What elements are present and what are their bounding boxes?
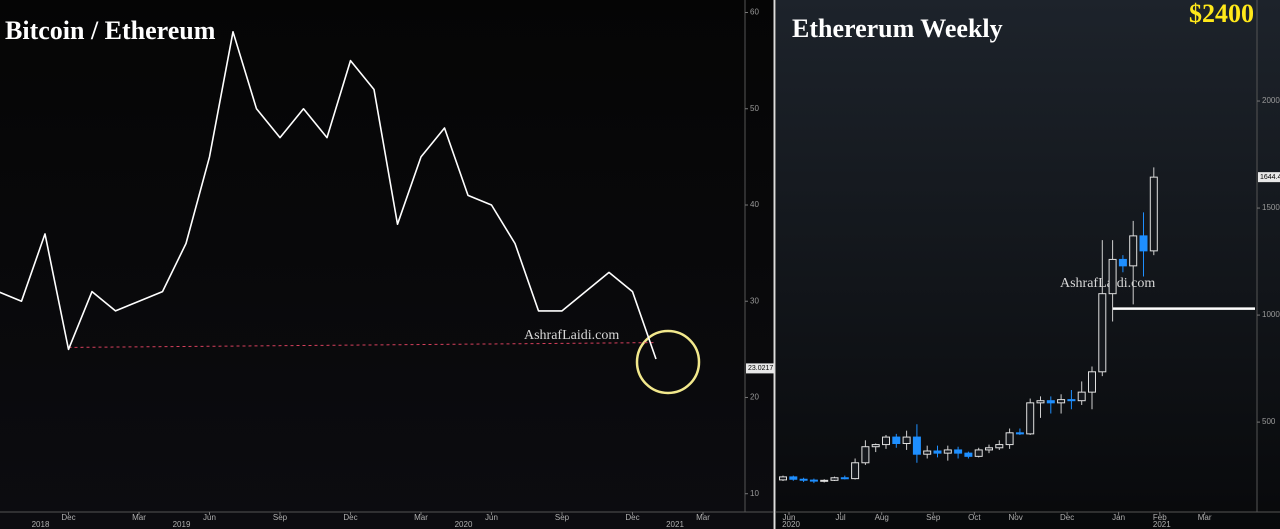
headline: $2400	[1189, 0, 1254, 28]
left-panel	[0, 0, 773, 529]
right-title: Ethererum Weekly	[792, 14, 1003, 43]
x-tick-label: Nov	[1008, 513, 1022, 522]
candle-body	[809, 479, 818, 482]
last-price-tag	[1258, 172, 1280, 183]
candle-body	[851, 462, 860, 480]
x-tick-label: Sep	[273, 513, 288, 522]
candle-body	[892, 436, 901, 445]
candle-body	[1005, 432, 1014, 446]
ratio-line	[0, 31, 657, 360]
x-tick-label: Dec	[1060, 513, 1074, 522]
candle-body	[1118, 258, 1127, 267]
x-tick-label: Mar	[132, 513, 146, 522]
candle-body	[1057, 399, 1066, 404]
candle-body	[954, 449, 963, 454]
candle-body	[964, 452, 973, 457]
candle-body	[861, 446, 870, 464]
y-tick-label: 20	[750, 393, 759, 402]
candle-body	[830, 477, 839, 481]
candle-body	[820, 479, 829, 482]
candle-body	[912, 436, 921, 455]
reference-line	[68, 342, 657, 348]
year-label: 2020	[455, 520, 473, 529]
last-price-label: 23.0217	[748, 365, 773, 372]
candle-body	[789, 476, 798, 480]
candle-body	[1026, 402, 1035, 435]
y-tick-label: 50	[750, 104, 759, 113]
candle-body	[1108, 258, 1117, 295]
x-tick-label: Jun	[203, 513, 216, 522]
x-tick-label: Dec	[61, 513, 75, 522]
candle-body	[1067, 399, 1076, 402]
candle-body	[1046, 400, 1055, 404]
candle-body	[1129, 235, 1138, 267]
candle-body	[923, 450, 932, 455]
x-tick-label: Jun	[485, 513, 498, 522]
candle-body	[840, 477, 849, 480]
right-watermark: AshrafLaidi.com	[1060, 276, 1155, 291]
candle-body	[1098, 293, 1107, 373]
candle-body	[995, 444, 1004, 449]
x-tick-label: Sep	[555, 513, 570, 522]
candle-body	[882, 436, 890, 446]
y-tick-label: 1000	[1262, 310, 1280, 319]
right-panel	[776, 0, 1280, 529]
candle-body	[1015, 432, 1024, 435]
year-label: 2021	[666, 520, 684, 529]
x-tick-label: Dec	[343, 513, 357, 522]
candle-body	[779, 476, 787, 481]
year-label: 2019	[173, 520, 191, 529]
candle-body	[1036, 400, 1045, 404]
candle-body	[871, 444, 880, 448]
highlight-circle	[635, 329, 701, 395]
last-price-tag	[746, 363, 774, 374]
x-tick-label: Sep	[926, 513, 941, 522]
y-tick-label: 40	[750, 200, 759, 209]
y-tick-label: 10	[750, 489, 759, 498]
candle-body	[1088, 371, 1096, 393]
candle-body	[943, 449, 952, 454]
x-tick-label: Jan	[1112, 513, 1125, 522]
candle-body	[974, 449, 983, 457]
x-tick-label: Oct	[968, 513, 981, 522]
y-tick-label: 500	[1262, 417, 1276, 426]
candle-body	[933, 450, 942, 454]
x-tick-label: Mar	[696, 513, 710, 522]
y-tick-label: 60	[750, 8, 759, 17]
candle-body	[799, 478, 808, 481]
y-tick-label: 2000	[1262, 96, 1280, 105]
x-tick-label: Aug	[875, 513, 889, 522]
y-tick-label: 30	[750, 296, 759, 305]
x-tick-label: Mar	[1198, 513, 1212, 522]
x-tick-label: Mar	[414, 513, 428, 522]
left-watermark: AshrafLaidi.com	[524, 328, 619, 343]
last-price-label: 1644.4	[1260, 174, 1280, 181]
candle-body	[902, 436, 911, 445]
candle-body	[1139, 235, 1148, 252]
left-title: Bitcoin / Ethereum	[5, 16, 216, 45]
x-tick-label: Dec	[625, 513, 639, 522]
y-tick-label: 1500	[1262, 203, 1280, 212]
x-tick-label: Feb	[1153, 513, 1167, 522]
year-label: 2021	[1153, 520, 1171, 529]
candle-body	[985, 447, 993, 451]
year-label: 2020	[782, 520, 800, 529]
year-label: 2018	[32, 520, 50, 529]
candle-body	[1149, 176, 1158, 252]
x-tick-label: Jun	[783, 513, 796, 522]
candle-body	[1077, 391, 1086, 402]
x-tick-label: Jul	[835, 513, 845, 522]
